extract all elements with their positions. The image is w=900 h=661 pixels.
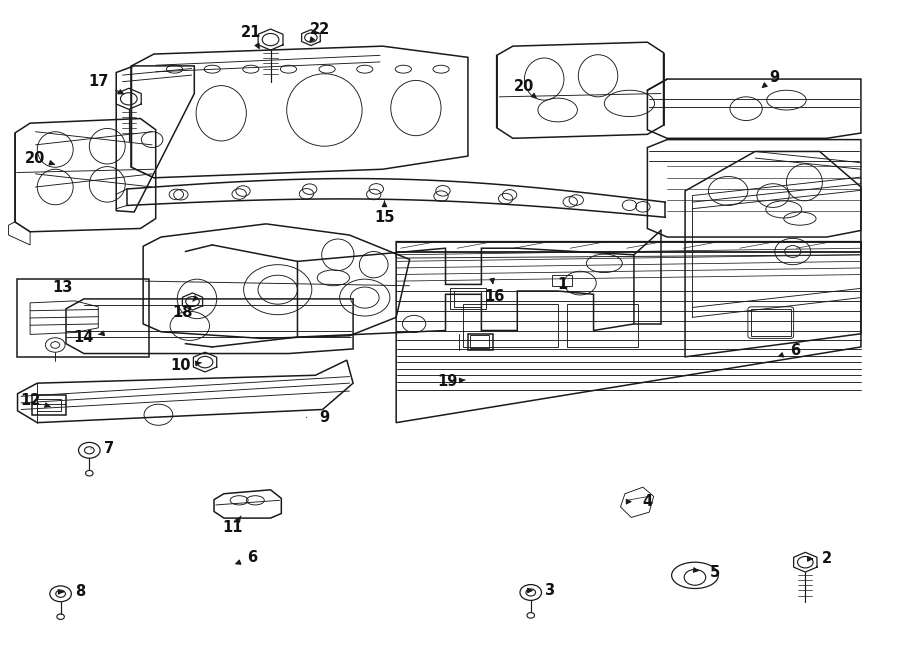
Text: 11: 11	[222, 520, 243, 535]
Bar	[32, 395, 66, 414]
Text: 12: 12	[21, 393, 41, 408]
Bar	[450, 288, 486, 309]
Text: 22: 22	[310, 22, 330, 37]
Text: 9: 9	[320, 410, 329, 425]
Text: 3: 3	[544, 583, 554, 598]
Bar	[553, 274, 572, 286]
Text: 6: 6	[248, 550, 257, 565]
Text: 13: 13	[52, 280, 73, 295]
Bar	[37, 399, 60, 410]
Text: 19: 19	[437, 374, 457, 389]
Text: 15: 15	[374, 210, 395, 225]
Text: 17: 17	[88, 74, 109, 89]
Text: 14: 14	[74, 330, 94, 344]
Bar	[454, 291, 482, 307]
Text: 9: 9	[770, 69, 780, 85]
Text: 16: 16	[485, 289, 505, 304]
Bar	[751, 309, 791, 336]
Bar	[464, 304, 558, 347]
Text: 4: 4	[643, 494, 652, 509]
Text: 5: 5	[709, 565, 720, 580]
Bar	[567, 304, 638, 347]
Text: 20: 20	[25, 151, 46, 165]
Bar	[470, 335, 490, 348]
Text: 20: 20	[513, 79, 534, 95]
Text: 7: 7	[104, 442, 114, 457]
Text: 10: 10	[171, 358, 191, 373]
Bar	[468, 334, 493, 350]
Text: 2: 2	[822, 551, 832, 566]
Text: 18: 18	[173, 305, 193, 319]
Text: 6: 6	[790, 343, 800, 358]
Bar	[16, 279, 149, 357]
Text: 8: 8	[76, 584, 86, 600]
Text: 21: 21	[240, 26, 261, 40]
Text: 1: 1	[557, 277, 567, 292]
